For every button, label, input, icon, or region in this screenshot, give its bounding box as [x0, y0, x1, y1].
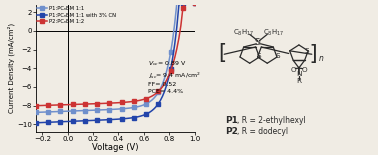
P1:PCₙBM 1:1 with 3% CN [132, 117, 136, 118]
P1:PCₙBM 1:1 with 3% CN [138, 115, 142, 117]
Text: [: [ [215, 43, 228, 64]
P1:PCₙBM 1:1 [179, 2, 183, 4]
P2:PCₙBM 1:2 [144, 98, 149, 100]
P2:PCₙBM 1:2 [132, 100, 136, 102]
P1:PCₙBM 1:1 [195, 2, 200, 4]
Text: O: O [302, 67, 307, 73]
Text: S: S [305, 48, 310, 54]
Line: P2:PCₙBM 1:2: P2:PCₙBM 1:2 [34, 1, 199, 108]
P1:PCₙBM 1:1 with 3% CN [177, 4, 181, 6]
P1:PCₙBM 1:1 [177, 2, 181, 4]
Text: P1: P1 [225, 116, 238, 125]
P2:PCₙBM 1:2 [138, 99, 142, 101]
Text: $V_{oc}$= 0.89 V
$J_{sc}$= 9.4 mA/cm$^2$
FF= 0.52
PCE= 4.4%: $V_{oc}$= 0.89 V $J_{sc}$= 9.4 mA/cm$^2$… [148, 59, 201, 94]
P1:PCₙBM 1:1 with 3% CN [105, 119, 110, 121]
Legend: P1:PCₙBM 1:1, P1:PCₙBM 1:1 with 3% CN, P2:PCₙBM 1:2: P1:PCₙBM 1:1, P1:PCₙBM 1:1 with 3% CN, P… [37, 6, 116, 24]
Text: C$_8$H$_{17}$: C$_8$H$_{17}$ [233, 27, 254, 38]
Text: n: n [319, 54, 324, 63]
P2:PCₙBM 1:2 [177, 38, 181, 39]
P1:PCₙBM 1:1 [144, 103, 149, 105]
Text: S: S [276, 53, 280, 59]
P1:PCₙBM 1:1 [105, 109, 110, 111]
Text: R: R [296, 78, 301, 84]
P1:PCₙBM 1:1 with 3% CN [195, 2, 200, 4]
Text: , R = dodecyl: , R = dodecyl [237, 127, 288, 136]
X-axis label: Voltage (V): Voltage (V) [92, 143, 139, 152]
Text: S: S [256, 53, 261, 59]
P1:PCₙBM 1:1 with 3% CN [144, 113, 149, 115]
P1:PCₙBM 1:1 with 3% CN [34, 122, 38, 124]
P2:PCₙBM 1:2 [34, 105, 38, 107]
P1:PCₙBM 1:1 [34, 111, 38, 113]
P2:PCₙBM 1:2 [183, 2, 187, 4]
P1:PCₙBM 1:1 with 3% CN [130, 117, 134, 119]
P2:PCₙBM 1:2 [105, 102, 110, 104]
Text: Si: Si [255, 38, 262, 47]
P1:PCₙBM 1:1 [132, 106, 136, 108]
Y-axis label: Current Density (mA/cm²): Current Density (mA/cm²) [8, 23, 15, 113]
Line: P1:PCₙBM 1:1 with 3% CN: P1:PCₙBM 1:1 with 3% CN [34, 1, 199, 125]
Text: N: N [296, 71, 302, 77]
P1:PCₙBM 1:1 [138, 105, 142, 107]
P2:PCₙBM 1:2 [130, 101, 134, 102]
Line: P1:PCₙBM 1:1: P1:PCₙBM 1:1 [34, 1, 199, 114]
Text: P2: P2 [225, 127, 238, 136]
Text: C$_8$H$_{17}$: C$_8$H$_{17}$ [263, 27, 284, 38]
P2:PCₙBM 1:2 [195, 2, 200, 4]
P1:PCₙBM 1:1 [130, 107, 134, 109]
Text: O: O [290, 67, 296, 73]
P1:PCₙBM 1:1 with 3% CN [179, 2, 183, 4]
Text: , R = 2-ethylhexyl: , R = 2-ethylhexyl [237, 116, 305, 125]
Text: ]: ] [308, 44, 320, 64]
